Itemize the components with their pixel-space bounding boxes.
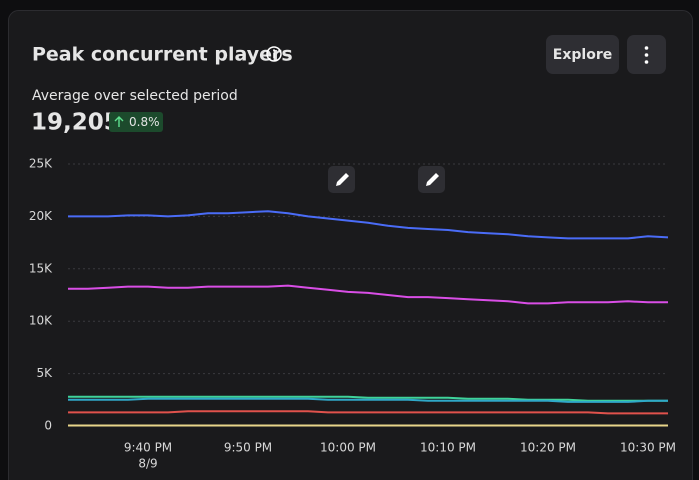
series-line: [68, 397, 668, 403]
y-tick-label: 0: [44, 419, 52, 433]
x-tick-label: 9:40 PM: [124, 441, 172, 455]
annotation-marker[interactable]: [328, 166, 355, 193]
y-tick-label: 5K: [36, 366, 53, 380]
summary-label: Average over selected period: [32, 88, 238, 104]
y-tick-label: 10K: [29, 314, 53, 328]
x-date-label: 8/9: [138, 457, 157, 471]
series-line: [68, 395, 668, 402]
x-tick-label: 10:00 PM: [320, 441, 376, 455]
change-badge: [109, 112, 163, 132]
y-tick-label: 15K: [29, 261, 53, 275]
series-line: [68, 410, 668, 415]
card-bg: [8, 10, 693, 480]
x-tick-label: 9:50 PM: [224, 441, 272, 455]
card-title: Peak concurrent players: [32, 44, 293, 66]
annotation-marker[interactable]: [418, 166, 445, 193]
series-line: [68, 210, 669, 240]
x-tick-label: 10:20 PM: [520, 441, 576, 455]
summary-value: 19,205: [31, 110, 120, 136]
x-tick-label: 10:10 PM: [420, 441, 476, 455]
explore-button[interactable]: Explore: [546, 35, 619, 74]
up-arrow: [114, 116, 124, 127]
change-value: 0.8%: [129, 115, 160, 129]
explore-label: Explore: [553, 47, 612, 63]
info-icon[interactable]: [266, 46, 282, 62]
y-tick-label: 25K: [29, 157, 53, 171]
menu-button[interactable]: [627, 35, 666, 74]
x-tick-label: 10:30 PM: [620, 441, 676, 455]
series-line: [68, 284, 668, 305]
y-tick-label: 20K: [29, 209, 53, 223]
